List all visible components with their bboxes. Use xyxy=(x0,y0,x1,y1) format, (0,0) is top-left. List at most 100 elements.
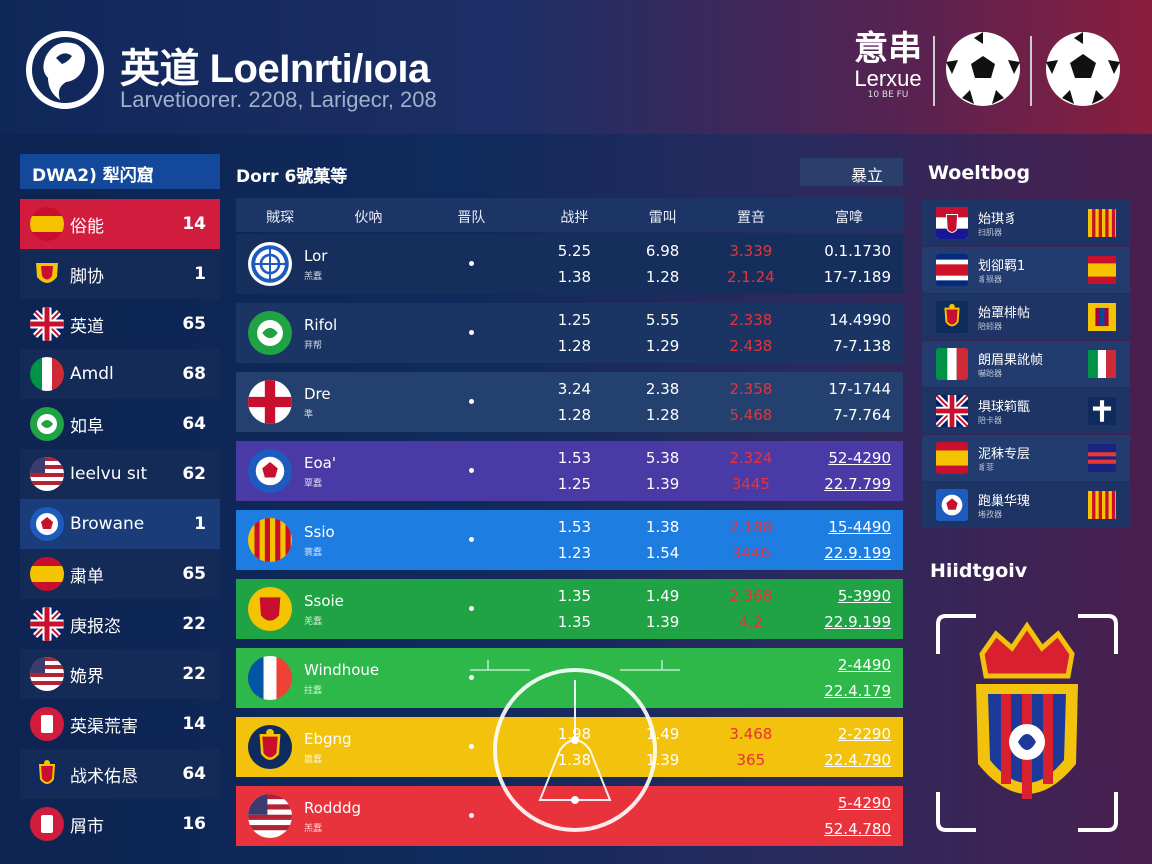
flag-icon xyxy=(30,657,64,691)
sidebar-item[interactable]: Browane 1 xyxy=(20,499,220,549)
column-header[interactable]: 晋队 xyxy=(457,210,486,226)
dot-cell xyxy=(413,786,531,846)
sidebar-item-label: 脚协 xyxy=(70,266,104,287)
team-crest-icon xyxy=(248,380,292,424)
shield-icon xyxy=(1088,489,1116,521)
flag-icon xyxy=(30,207,64,241)
flag-icon xyxy=(30,557,64,591)
page-subtitle: Larvetioorer. 2208, Larigecr, 208 xyxy=(120,87,437,112)
sidebar-title: DWA2) 犁闪窟 xyxy=(20,154,220,189)
team-sub: 拄蠢 xyxy=(304,685,323,696)
sidebar-item[interactable]: 姽界 22 xyxy=(20,649,220,699)
table-row[interactable]: Dre 準 3.24 1.28 2.38 1.28 2.358 5.468 17-1744 7-7… xyxy=(236,372,903,432)
ranking-item[interactable]: 始琪豸 扫肌器 xyxy=(922,200,1130,246)
table-row[interactable]: Rifol 荓帮 1.25 1.28 5.55 1.29 2.338 2.438 14.4990… xyxy=(236,303,903,363)
brand-small: 10 BE FU xyxy=(867,90,909,100)
stat-value: 1.25 xyxy=(557,311,592,329)
lion-logo-icon[interactable] xyxy=(26,26,104,114)
sidebar-item[interactable]: 俗能 14 xyxy=(20,199,220,249)
flag-icon xyxy=(936,254,968,286)
sidebar-item[interactable]: 屑市 16 xyxy=(20,799,220,849)
table-row[interactable]: Ssoie 羌蠢 1.35 1.35 1.49 1.39 2.368 4.2 5-3990 22.… xyxy=(236,579,903,639)
sidebar-item-count: 1 xyxy=(194,264,206,284)
sidebar-item[interactable]: 英道 65 xyxy=(20,299,220,349)
stat-value: 3.339 xyxy=(729,242,773,260)
stat-value: 1.53 xyxy=(557,449,592,467)
ranking-item[interactable]: 划卻羁1 豸殒器 xyxy=(922,247,1130,293)
sidebar-item-count: 68 xyxy=(182,364,206,384)
stat-value: 1.28 xyxy=(645,406,680,424)
stat-value: 5-4290 xyxy=(837,794,892,812)
column-header[interactable]: 雷叫 xyxy=(648,210,677,226)
stat-value: 1.49 xyxy=(645,587,680,605)
stat-value: 1.28 xyxy=(557,337,592,355)
team-cell: Dre 準 xyxy=(236,372,413,432)
team-cell: Ebgng 簄蠢 xyxy=(236,717,413,777)
team-crest-icon xyxy=(248,449,292,493)
dot-cell xyxy=(413,717,531,777)
stat-cell: 3.24 1.28 xyxy=(530,372,618,432)
column-header[interactable]: 賊琛 xyxy=(266,210,295,226)
table-row[interactable]: Eoa' 覃蠢 1.53 1.25 5.38 1.39 2.324 3445 52-4290 22… xyxy=(236,441,903,501)
stat-cell xyxy=(707,786,795,846)
club-crest-highlight-icon[interactable] xyxy=(936,614,1118,832)
sidebar-item[interactable]: 脚协 1 xyxy=(20,249,220,299)
team-sub: 蓑蠢 xyxy=(304,547,323,558)
sidebar-item-label: 英渠荒害 xyxy=(70,716,138,737)
ranking-item[interactable]: 跑巢华瑰 堵孜器 xyxy=(922,482,1130,528)
team-crest-icon xyxy=(248,725,292,769)
stat-cell: 2.38 1.28 xyxy=(619,372,707,432)
stat-value: 1.39 xyxy=(645,613,680,631)
ranking-sub: 陪卡器 xyxy=(978,416,1002,425)
stat-value: 17-1744 xyxy=(828,380,892,398)
stat-value: 7-7.138 xyxy=(833,337,892,355)
sidebar-item[interactable]: 庚报恣 22 xyxy=(20,599,220,649)
team-crest-icon xyxy=(248,587,292,631)
stat-cell: 5.55 1.29 xyxy=(619,303,707,363)
flag-icon xyxy=(30,307,64,341)
team-sub: 荓帮 xyxy=(304,340,323,351)
filter-button[interactable]: 暴立 xyxy=(800,158,903,186)
right-panel-title: Woeltbog xyxy=(928,162,1031,184)
sidebar-item[interactable]: 战术佑恳 64 xyxy=(20,749,220,799)
stat-cell: 1.53 1.23 xyxy=(530,510,618,570)
team-cell: Ssio 蓑蠢 xyxy=(236,510,413,570)
stat-value: 3446 xyxy=(731,544,770,562)
ranking-name: 始琪豸 xyxy=(978,212,1018,227)
ranking-item[interactable]: 朗眉果訛帧 嚇跆器 xyxy=(922,341,1130,387)
table-row[interactable]: Ebgng 簄蠢 1.98 1.38 1.49 1.39 3.468 365 2-2290 22.… xyxy=(236,717,903,777)
team-crest-icon xyxy=(248,242,292,286)
ranking-item[interactable]: 埧球筣甑 陪卡器 xyxy=(922,388,1130,434)
sidebar-item[interactable]: 如阜 64 xyxy=(20,399,220,449)
stat-cell: 1.35 1.35 xyxy=(530,579,618,639)
sidebar-item-count: 64 xyxy=(182,414,206,434)
team-crest-icon xyxy=(248,794,292,838)
flag-icon xyxy=(936,301,968,333)
stat-value: 5.38 xyxy=(645,449,680,467)
sidebar-item[interactable]: 英渠荒害 14 xyxy=(20,699,220,749)
table-row[interactable]: Windhoue 拄蠢 2-4490 22.4.179 xyxy=(236,648,903,708)
stat-value: 52.4.780 xyxy=(824,820,892,838)
ranking-sub: 扫肌器 xyxy=(978,228,1002,237)
table-row[interactable]: Rodddg 羔蠢 5-4290 52.4.780 xyxy=(236,786,903,846)
sidebar-item[interactable]: 粛单 65 xyxy=(20,549,220,599)
ranking-item[interactable]: 泥秣专层 豸菲 xyxy=(922,435,1130,481)
sidebar-item[interactable]: Amdl 68 xyxy=(20,349,220,399)
stat-value: 2.38 xyxy=(645,380,680,398)
table-row[interactable]: Ssio 蓑蠢 1.53 1.23 1.38 1.54 2.188 3446 15-4490 22… xyxy=(236,510,903,570)
stat-cell: 2-4490 22.4.179 xyxy=(795,648,903,708)
flag-icon xyxy=(936,489,968,521)
sidebar-item[interactable]: Ieelvu sıt 62 xyxy=(20,449,220,499)
table-row[interactable]: Lor 羔蠢 5.25 1.38 6.98 1.28 3.339 2.1.24 0.1.1730… xyxy=(236,234,903,294)
column-header[interactable]: 富嗱 xyxy=(835,210,864,226)
ranking-item[interactable]: 始罩棑帖 陪蚓器 xyxy=(922,294,1130,340)
column-header[interactable]: 战拌 xyxy=(560,210,589,226)
team-cell: Eoa' 覃蠢 xyxy=(236,441,413,501)
column-header[interactable]: 置咅 xyxy=(736,210,765,226)
column-header[interactable]: 伙吶 xyxy=(354,210,383,226)
sidebar-item-count: 64 xyxy=(182,764,206,784)
stat-value: 2.324 xyxy=(729,449,773,467)
stat-cell xyxy=(619,786,707,846)
stat-value: 1.28 xyxy=(645,268,680,286)
sidebar-item-count: 1 xyxy=(194,514,206,534)
